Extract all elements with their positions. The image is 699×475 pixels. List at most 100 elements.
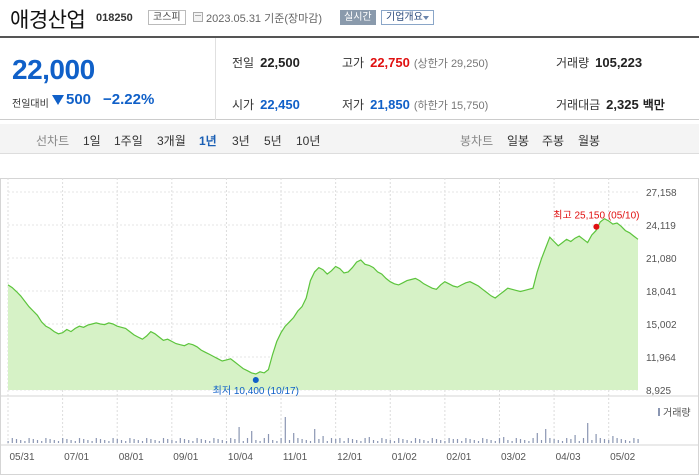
volume-bar (183, 439, 186, 443)
volume-bar (150, 439, 152, 443)
stat-value: 22,500 (260, 55, 300, 70)
volume-bar (221, 440, 223, 443)
x-tick-label: 04/03 (556, 452, 581, 463)
volume-bar (393, 441, 396, 443)
period-3m[interactable]: 3개월 (157, 134, 186, 148)
stat-open: 시가 22,450 (232, 96, 300, 113)
volume-bar (519, 439, 522, 443)
period-3y[interactable]: 3년 (232, 134, 250, 148)
volume-bar (339, 438, 341, 443)
stat-value: 21,850 (370, 97, 410, 112)
volume-bar (95, 438, 97, 443)
period-1w[interactable]: 1주일 (114, 134, 143, 148)
candle-daily[interactable]: 일봉 (507, 134, 530, 148)
y-axis-ticks: 27,158 24,119 21,080 18,041 15,002 11,964 8,92… (646, 188, 677, 397)
volume-bar (427, 441, 429, 443)
company-overview-dropdown[interactable]: 기업개요 (381, 10, 434, 25)
x-tick-label: 09/01 (173, 452, 198, 463)
volume-bar (402, 439, 404, 443)
company-overview-label: 기업개요 (386, 12, 423, 23)
volume-bar (91, 441, 93, 443)
volume-bar (70, 440, 72, 443)
volume-bar (440, 440, 442, 443)
volume-bar (74, 441, 76, 443)
period-1d[interactable]: 1일 (83, 134, 101, 148)
period-5y[interactable]: 5년 (264, 134, 282, 148)
candle-weekly[interactable]: 주봉 (542, 134, 565, 148)
volume-legend: 거래량 (663, 407, 691, 419)
volume-bar (129, 438, 131, 443)
volume-bar (179, 438, 181, 443)
base-date: 2023.05.31 기준(장마감) (206, 13, 323, 25)
volume-bar (536, 433, 538, 443)
calendar-icon (193, 12, 203, 22)
period-10y[interactable]: 10년 (296, 134, 321, 148)
volume-bar (389, 440, 391, 443)
volume-bar (616, 438, 618, 443)
volume-bar (456, 439, 459, 443)
volume-bar (171, 440, 173, 443)
volume-bar (259, 441, 261, 443)
x-tick-label: 01/02 (392, 452, 417, 463)
volume-bar (141, 441, 144, 443)
stat-value: 2,325 (606, 97, 639, 112)
down-arrow-icon (52, 95, 64, 105)
volume-bar (419, 439, 421, 443)
volume-bar (473, 440, 475, 443)
stat-label: 저가 (342, 98, 365, 112)
volume-bar (288, 440, 291, 443)
volume-bar (351, 439, 354, 443)
volume-bar (267, 434, 270, 443)
volume-bar (146, 438, 148, 443)
volume-bar (225, 441, 228, 443)
volume-bar (410, 441, 412, 443)
volume-bar (108, 441, 110, 443)
x-tick-label: 05/31 (9, 452, 34, 463)
volume-bar (490, 440, 492, 443)
realtime-button[interactable]: 실시간 (340, 10, 376, 25)
low-annotation: 최저 10,400 (10/17) (213, 385, 299, 397)
volume-bar (599, 438, 601, 443)
volume-bar (381, 438, 383, 443)
volume-bar (414, 438, 417, 443)
volume-bar (167, 439, 169, 443)
volume-bar (515, 438, 517, 443)
volume-bar (158, 441, 160, 443)
volume-bar (494, 441, 496, 443)
candle-chart-label: 봉차트 (460, 134, 494, 148)
volume-bar (36, 440, 39, 443)
y-tick-label: 18,041 (646, 287, 677, 298)
current-price: 22,000 (12, 54, 95, 85)
y-tick-label: 8,925 (646, 386, 671, 397)
low-marker (252, 376, 259, 383)
volume-bar (112, 438, 114, 443)
volume-bar (196, 438, 198, 443)
volume-bar (482, 438, 484, 443)
market-badge: 코스피 (148, 10, 186, 25)
volume-bar (385, 439, 387, 443)
volume-bar (66, 439, 68, 443)
volume-bar (347, 438, 349, 443)
candle-monthly[interactable]: 월봉 (578, 134, 601, 148)
volume-bar (406, 440, 408, 443)
x-tick-label: 10/04 (228, 452, 253, 463)
high-annotation: 최고 25,150 (05/10) (553, 210, 639, 222)
volume-bar (301, 439, 303, 443)
volume-bar (461, 441, 463, 443)
volume-bar (360, 441, 362, 443)
x-tick-label: 08/01 (119, 452, 144, 463)
volume-bar (398, 438, 400, 443)
chevron-down-icon (423, 16, 429, 20)
x-tick-label: 07/01 (64, 452, 89, 463)
period-1y[interactable]: 1년 (199, 134, 217, 148)
volume-bar (276, 441, 278, 443)
volume-bar (570, 439, 572, 443)
volume-bar (578, 441, 580, 443)
stat-label: 전일 (232, 56, 255, 70)
price-chart[interactable]: 27,158 24,119 21,080 18,041 15,002 11,964 8,92… (0, 178, 699, 475)
volume-bar (372, 440, 375, 443)
stat-volume: 거래량 105,223 (556, 54, 642, 71)
volume-bar (32, 439, 34, 443)
volume-bar (104, 440, 106, 443)
volume-bar (204, 440, 207, 443)
